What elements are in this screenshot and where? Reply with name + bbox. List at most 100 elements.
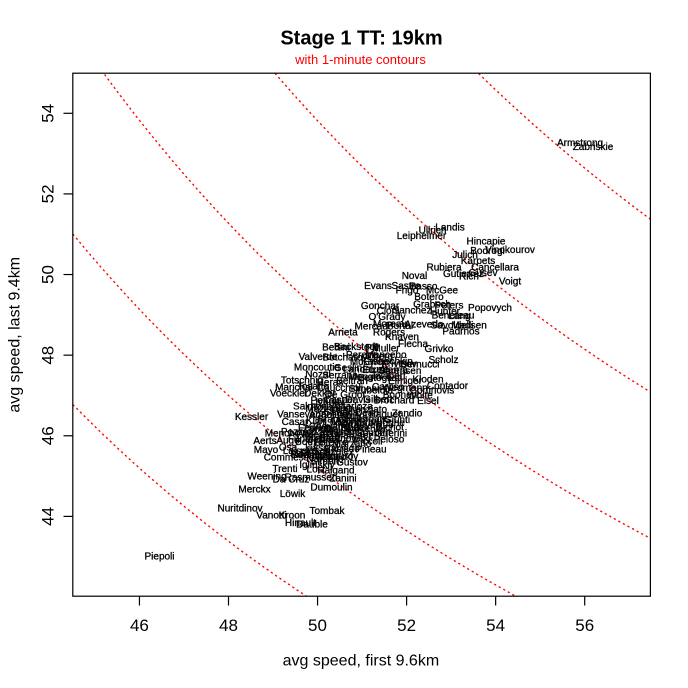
svg-text:Voeckler: Voeckler xyxy=(270,389,309,400)
svg-text:Tombak: Tombak xyxy=(309,506,345,517)
svg-text:Gutierrez: Gutierrez xyxy=(443,269,484,280)
svg-text:Vila: Vila xyxy=(330,403,347,414)
svg-text:Paolini: Paolini xyxy=(337,411,367,422)
svg-text:Hincapie: Hincapie xyxy=(467,237,506,248)
svg-text:Isasi: Isasi xyxy=(320,429,341,440)
svg-text:Noval: Noval xyxy=(402,271,428,282)
svg-text:46: 46 xyxy=(130,616,149,635)
svg-text:Sanchez: Sanchez xyxy=(393,306,432,317)
svg-text:Karpets: Karpets xyxy=(461,256,495,267)
svg-text:Baranowski: Baranowski xyxy=(319,434,371,445)
svg-text:Flecha: Flecha xyxy=(398,339,428,350)
svg-text:Missaglia: Missaglia xyxy=(323,427,365,438)
svg-text:avg speed, last 9.4km: avg speed, last 9.4km xyxy=(7,257,24,413)
svg-text:Zandio: Zandio xyxy=(392,409,423,420)
svg-text:Menchov: Menchov xyxy=(265,429,306,440)
svg-text:Cioni: Cioni xyxy=(377,306,400,317)
svg-text:Eisel: Eisel xyxy=(417,396,439,407)
svg-text:Moreau: Moreau xyxy=(373,319,407,330)
svg-text:Leipheimer: Leipheimer xyxy=(397,231,447,242)
svg-text:Ivanov: Ivanov xyxy=(315,397,344,408)
svg-text:Bertogliati: Bertogliati xyxy=(358,373,402,384)
svg-text:46: 46 xyxy=(39,426,58,445)
svg-text:Furlan: Furlan xyxy=(288,434,316,445)
svg-text:Grabsch: Grabsch xyxy=(413,300,451,311)
svg-text:Rasmussen: Rasmussen xyxy=(285,473,338,484)
svg-text:54: 54 xyxy=(486,616,505,635)
svg-text:Zberg: Zberg xyxy=(367,352,393,363)
svg-text:Hinault: Hinault xyxy=(285,518,316,529)
svg-text:Boonen: Boonen xyxy=(383,390,417,401)
svg-text:Botcharov: Botcharov xyxy=(322,353,367,364)
svg-text:De Groot: De Groot xyxy=(325,390,366,401)
svg-text:Padrnos: Padrnos xyxy=(442,327,479,338)
svg-text:56: 56 xyxy=(575,616,594,635)
svg-text:Julich: Julich xyxy=(452,250,478,261)
svg-text:Mori: Mori xyxy=(290,449,309,460)
svg-text:Vansevenant: Vansevenant xyxy=(277,410,335,421)
svg-text:Mizourov: Mizourov xyxy=(318,452,359,463)
svg-text:Beltran: Beltran xyxy=(336,376,368,387)
svg-text:Marichal: Marichal xyxy=(275,383,313,394)
svg-text:Caucchioli: Caucchioli xyxy=(317,383,363,394)
svg-text:Lotz: Lotz xyxy=(307,465,326,476)
svg-text:Peters: Peters xyxy=(435,301,464,312)
svg-text:Dauble: Dauble xyxy=(296,520,328,531)
svg-text:Ullrich: Ullrich xyxy=(419,226,447,237)
svg-text:Verbrugghe: Verbrugghe xyxy=(353,418,405,429)
svg-text:Mancebo: Mancebo xyxy=(365,350,407,361)
svg-text:Scholz: Scholz xyxy=(428,355,458,366)
svg-text:Sastre: Sastre xyxy=(392,281,421,292)
svg-text:Lefevre: Lefevre xyxy=(314,438,348,449)
svg-text:Baguet: Baguet xyxy=(369,410,401,421)
svg-text:Moerenhout: Moerenhout xyxy=(331,416,385,427)
svg-text:Chavanel: Chavanel xyxy=(309,422,351,433)
svg-text:Bouyer: Bouyer xyxy=(295,437,327,448)
svg-text:Elmiger: Elmiger xyxy=(388,376,423,387)
svg-text:Klier: Klier xyxy=(306,416,327,427)
svg-text:Casper: Casper xyxy=(324,395,357,406)
svg-text:Nardello: Nardello xyxy=(306,454,344,465)
svg-text:Zanini: Zanini xyxy=(329,474,356,485)
svg-text:Totschnig: Totschnig xyxy=(281,376,323,387)
svg-text:Hulsmans: Hulsmans xyxy=(346,414,390,425)
svg-text:Voigt: Voigt xyxy=(499,277,521,288)
svg-text:Vinokourov: Vinokourov xyxy=(485,245,535,256)
svg-text:Gusev: Gusev xyxy=(469,268,498,279)
svg-text:Mayo: Mayo xyxy=(254,445,279,456)
svg-text:avg speed, first 9.6km: avg speed, first 9.6km xyxy=(283,653,440,670)
svg-text:O'Grady: O'Grady xyxy=(369,312,406,323)
svg-text:Commesso: Commesso xyxy=(264,453,315,464)
svg-text:Frigo: Frigo xyxy=(396,286,419,297)
svg-text:Popovych: Popovych xyxy=(468,303,512,314)
svg-text:Weening: Weening xyxy=(247,472,286,483)
svg-text:Zabriskie: Zabriskie xyxy=(573,142,614,153)
svg-text:Nuritdinov: Nuritdinov xyxy=(217,504,262,515)
svg-text:Knaven: Knaven xyxy=(385,332,419,343)
svg-text:Bodrogi: Bodrogi xyxy=(470,246,504,257)
svg-text:McEwen: McEwen xyxy=(350,357,388,368)
svg-text:Cortinovis: Cortinovis xyxy=(410,386,454,397)
svg-text:Brochard: Brochard xyxy=(374,396,415,407)
svg-text:44: 44 xyxy=(39,507,58,526)
svg-text:Contador: Contador xyxy=(427,381,469,392)
svg-text:Rich: Rich xyxy=(459,272,479,283)
svg-text:Etxebarria: Etxebarria xyxy=(362,365,408,376)
svg-text:Bettini: Bettini xyxy=(322,343,350,354)
svg-text:Latasa: Latasa xyxy=(300,448,330,459)
svg-text:Ludewig: Ludewig xyxy=(324,418,361,429)
svg-text:50: 50 xyxy=(39,265,58,284)
svg-text:Portal: Portal xyxy=(387,321,413,332)
svg-text:Sorensen: Sorensen xyxy=(379,366,422,377)
svg-text:Merckx: Merckx xyxy=(238,485,270,496)
svg-text:54: 54 xyxy=(39,104,58,123)
svg-text:Landis: Landis xyxy=(435,223,464,234)
svg-text:Bichot: Bichot xyxy=(376,423,404,434)
svg-text:Martinez: Martinez xyxy=(335,431,373,442)
svg-text:with 1-minute contours: with 1-minute contours xyxy=(294,52,426,67)
svg-text:Savoldelli: Savoldelli xyxy=(431,321,474,332)
svg-text:Bortolami: Bortolami xyxy=(291,450,333,461)
svg-text:Botero: Botero xyxy=(414,292,444,303)
svg-text:Vanotti: Vanotti xyxy=(256,511,286,522)
svg-text:Piepoli: Piepoli xyxy=(144,552,174,563)
